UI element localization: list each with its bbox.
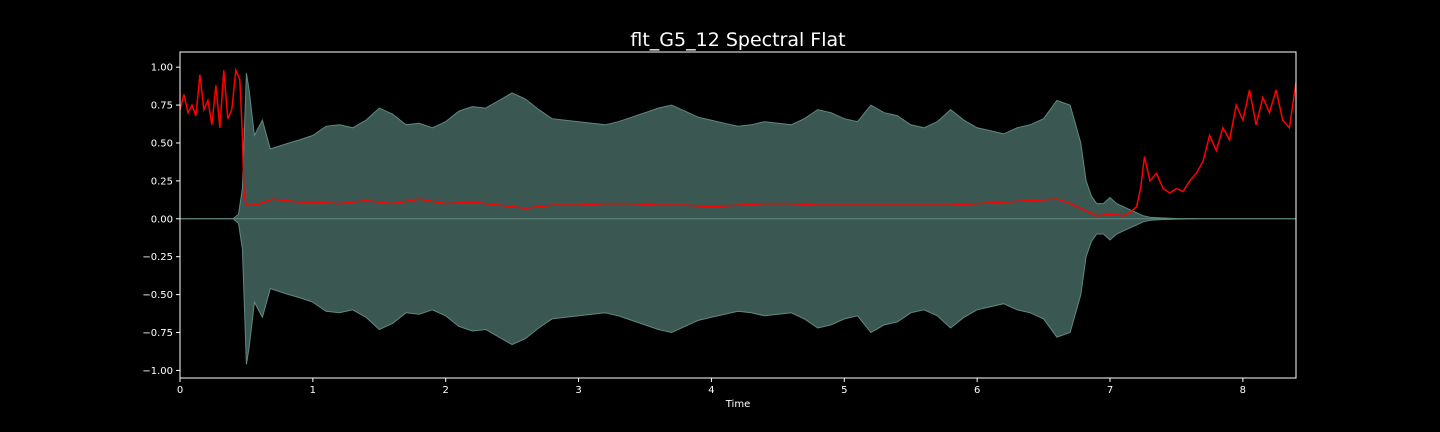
x-tick-label: 1 <box>310 385 316 396</box>
chart-title: flt_G5_12 Spectral Flat <box>630 29 845 51</box>
y-axis: −1.00 −0.75 −0.50 −0.25 0.00 0.25 0.50 0.75 1.00 <box>142 63 180 377</box>
y-tick-label: 1.00 <box>151 63 173 74</box>
y-tick-label: 0.75 <box>151 101 173 112</box>
x-tick-label: 3 <box>575 385 581 396</box>
x-tick-label: 2 <box>443 385 449 396</box>
x-tick-label: 0 <box>177 385 183 396</box>
x-tick-label: 6 <box>974 385 980 396</box>
y-tick-label: −0.25 <box>142 252 173 263</box>
x-axis-label: Time <box>725 399 750 410</box>
y-tick-label: 0.25 <box>151 176 173 187</box>
y-tick-label: −0.75 <box>142 328 173 339</box>
x-axis: 0 1 2 3 4 5 6 7 8 <box>177 378 1246 396</box>
axes-frame <box>179 51 1297 379</box>
x-tick-label: 8 <box>1240 385 1246 396</box>
x-tick-label: 5 <box>841 385 847 396</box>
plot-area <box>179 67 1297 365</box>
y-tick-label: 0.50 <box>151 138 173 149</box>
x-tick-label: 7 <box>1107 385 1113 396</box>
x-tick-label: 4 <box>708 385 714 396</box>
spectral-flatness-line <box>179 67 1297 217</box>
y-tick-label: −1.00 <box>142 366 173 377</box>
y-tick-label: 0.00 <box>151 214 173 225</box>
y-tick-label: −0.50 <box>142 290 173 301</box>
